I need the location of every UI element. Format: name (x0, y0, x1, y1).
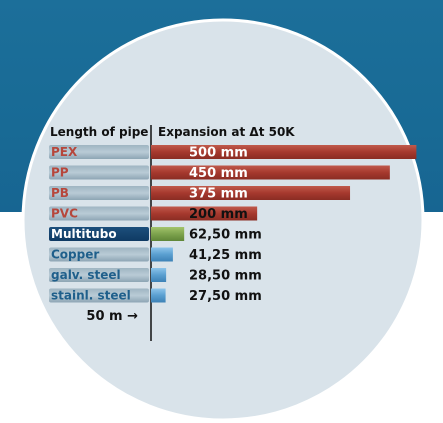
scale-label: 50 m → (86, 309, 138, 324)
category-label-pp: PP (51, 166, 69, 180)
category-label-bg-multitubo (49, 227, 149, 241)
bar-multitubo (151, 227, 185, 241)
bar-pex (151, 145, 417, 159)
value-label-pp: 450 mm (189, 166, 248, 181)
value-label-pb: 375 mm (189, 187, 248, 202)
bar-copper (151, 247, 173, 262)
value-label-stainl-steel: 27,50 mm (189, 289, 262, 304)
category-label-multitubo: Multitubo (51, 227, 117, 241)
bar-galv-steel (151, 268, 167, 282)
category-label-bg-stainl-steel (49, 288, 149, 303)
category-label-pex: PEX (51, 145, 78, 159)
value-label-pex: 500 mm (189, 146, 248, 161)
category-label-pvc: PVC (51, 207, 78, 221)
value-label-galv-steel: 28,50 mm (189, 269, 262, 284)
category-label-copper: Copper (51, 248, 99, 262)
category-label-bg-galv-steel (49, 268, 149, 282)
category-label-stainl-steel: stainl. steel (51, 289, 131, 303)
category-label-bg-pvc (49, 206, 149, 221)
bar-pp (151, 165, 390, 180)
bar-pvc (151, 206, 258, 221)
category-label-pb: PB (51, 186, 69, 200)
category-label-galv-steel: galv. steel (51, 268, 121, 282)
category-label-bg-pb (49, 186, 149, 200)
bar-stainl-steel (151, 288, 166, 303)
value-label-copper: 41,25 mm (189, 248, 262, 263)
bar-pb (151, 186, 351, 200)
value-label-pvc: 200 mm (189, 207, 248, 222)
header-expansion: Expansion at Δt 50K (158, 125, 295, 139)
category-label-bg-pp (49, 165, 149, 180)
category-label-bg-copper (49, 247, 149, 262)
value-label-multitubo: 62,50 mm (189, 228, 262, 243)
category-label-bg-pex (49, 145, 149, 159)
header-length-of-pipe: Length of pipe (50, 125, 148, 139)
